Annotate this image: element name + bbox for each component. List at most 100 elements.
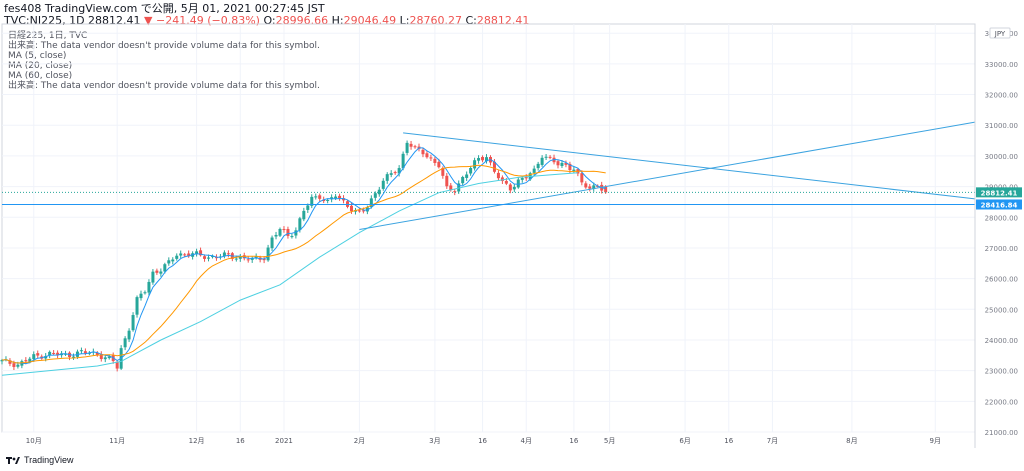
candle-body xyxy=(453,191,457,193)
candle-body xyxy=(238,256,242,259)
candle-body xyxy=(159,271,163,274)
legend-volume[interactable]: 出来高: The data vendor doesn't provide vol… xyxy=(8,41,320,51)
candle-body xyxy=(369,198,373,207)
candle-body xyxy=(286,229,290,236)
tradingview-brand[interactable]: TradingView xyxy=(6,455,74,465)
candle-body xyxy=(75,351,79,357)
price-tick-label: 29000.00 xyxy=(985,184,1018,192)
time-tick-label: 5月 xyxy=(604,437,615,445)
candle-body xyxy=(306,205,310,210)
candle-body xyxy=(524,177,528,179)
time-tick-label: 16 xyxy=(569,437,578,445)
candle-body xyxy=(103,357,107,360)
candle-body xyxy=(572,169,576,172)
price-tick-label: 21000.00 xyxy=(985,429,1018,437)
candle-body xyxy=(87,352,91,354)
candle-body xyxy=(36,353,40,356)
candle-body xyxy=(95,352,99,355)
candle-body xyxy=(381,180,385,189)
time-tick-label: 6月 xyxy=(679,437,690,445)
candle-body xyxy=(151,271,155,283)
candle-body xyxy=(600,184,604,191)
candle-body xyxy=(417,146,421,149)
high-value: 29046.49 xyxy=(343,14,397,27)
legend-ma5[interactable]: MA (5, close) xyxy=(8,51,67,61)
candle-body xyxy=(532,168,536,173)
low-value: 28760.27 xyxy=(409,14,462,27)
brand-label: TradingView xyxy=(24,455,74,465)
candle-body xyxy=(516,179,520,188)
time-tick-label: 9月 xyxy=(930,437,941,445)
candle-body xyxy=(346,201,350,207)
candle-body xyxy=(270,237,274,249)
close-label: C: xyxy=(465,14,477,27)
time-tick-label: 16 xyxy=(236,437,245,445)
candle-body xyxy=(512,186,516,190)
candle-body xyxy=(373,193,377,198)
time-tick-label: 7月 xyxy=(767,437,778,445)
price-tick-label: 22000.00 xyxy=(985,398,1018,406)
candle-body xyxy=(500,177,504,182)
candle-body xyxy=(282,229,286,231)
publish-info: fes408 TradingView.com で公開, 5月 01, 2021 … xyxy=(4,2,325,15)
candle-body xyxy=(20,361,24,366)
price-tick-label: 33000.00 xyxy=(985,61,1018,69)
candle-body xyxy=(298,218,302,231)
candle-body xyxy=(167,260,171,264)
candle-body xyxy=(218,256,222,258)
candle-body xyxy=(413,146,417,148)
candle-body xyxy=(230,253,234,259)
candle-body xyxy=(588,186,592,189)
candle-body xyxy=(441,167,445,176)
indicator-legend: 日経225, 1日, TVC 出来高: The data vendor does… xyxy=(8,31,320,91)
candle-body xyxy=(191,253,195,257)
candle-body xyxy=(310,196,314,206)
candle-body xyxy=(492,161,496,172)
candle-body xyxy=(568,163,572,171)
candle-body xyxy=(266,247,270,261)
change-label: ▼ −241.49 (−0.83%) xyxy=(144,14,260,27)
candle-body xyxy=(548,156,552,158)
price-label-box xyxy=(976,199,1022,210)
candle-body xyxy=(171,259,175,262)
legend-ma60[interactable]: MA (60, close) xyxy=(8,71,73,81)
price-axis: 21000.00 22000.00 23000.00 24000.00 25000.00… xyxy=(974,24,1022,448)
time-tick-label: 16 xyxy=(724,437,733,445)
candle-body xyxy=(210,256,214,258)
candle-body xyxy=(107,356,111,359)
price-label: 28416.84 xyxy=(981,201,1018,209)
candle-body xyxy=(520,178,524,180)
time-axis: 10月 11月 12月 16 2021 2月 3月 16 4月 16 5月 6月 16 7月 8月 9月 xyxy=(26,437,941,445)
moving-averages xyxy=(1,147,606,376)
price-tick-label: 25000.00 xyxy=(985,306,1018,314)
candle-body xyxy=(68,352,72,358)
candle-body xyxy=(250,258,254,260)
legend-ma20[interactable]: MA (20, close) xyxy=(8,61,73,71)
candle-body xyxy=(353,210,357,212)
ma5-line xyxy=(1,147,606,365)
candle-body xyxy=(318,195,322,199)
candle-body xyxy=(214,257,218,259)
candle-body xyxy=(425,153,429,158)
candle-body xyxy=(405,142,409,153)
candle-body xyxy=(135,297,139,315)
candle-body xyxy=(99,354,103,360)
price-tick-label: 26000.00 xyxy=(985,276,1018,284)
candle-body xyxy=(584,183,588,188)
candle-body xyxy=(361,210,365,212)
price-tick-label: 32000.00 xyxy=(985,92,1018,100)
candle-body xyxy=(222,252,226,257)
currency-badge xyxy=(989,27,1011,39)
legend-series[interactable]: 日経225, 1日, TVC xyxy=(8,31,88,41)
candle-body xyxy=(330,197,334,200)
candle-body xyxy=(409,143,413,147)
price-tick-label: 28000.00 xyxy=(985,214,1018,222)
candle-body xyxy=(342,198,346,201)
time-tick-label: 11月 xyxy=(109,437,125,445)
legend-volume-2[interactable]: 出来高: The data vendor doesn't provide vol… xyxy=(8,81,320,91)
candle-body xyxy=(421,149,425,155)
time-tick-label: 10月 xyxy=(26,437,42,445)
candle-body xyxy=(147,281,151,293)
candle-body xyxy=(528,173,532,180)
candle-body xyxy=(473,160,477,169)
